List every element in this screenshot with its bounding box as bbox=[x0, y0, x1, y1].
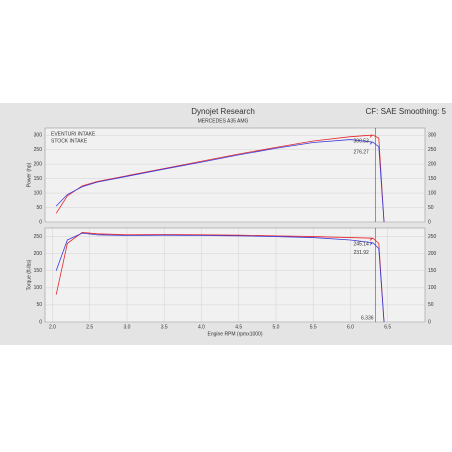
y-tick-label: 0 bbox=[39, 319, 42, 325]
series-line bbox=[55, 139, 385, 223]
x-tick-label: 3.0 bbox=[123, 324, 130, 330]
legend-label: EVENTURI INTAKE bbox=[51, 131, 96, 137]
y2-tick-label: 0 bbox=[428, 319, 431, 325]
y2-tick-label: 0 bbox=[428, 219, 431, 225]
y2-tick-label: 50 bbox=[428, 302, 434, 308]
x-tick-label: 2.5 bbox=[86, 324, 93, 330]
y-axis-label: Torque (ft-lbs) bbox=[26, 259, 32, 290]
y2-tick-label: 250 bbox=[428, 147, 437, 153]
chart-title: Dynojet Research bbox=[191, 107, 255, 116]
y2-tick-label: 50 bbox=[428, 205, 434, 211]
annotation-marker bbox=[369, 135, 373, 139]
marker-label: 6.336 bbox=[361, 315, 374, 321]
y-tick-label: 200 bbox=[34, 251, 43, 257]
y-axis-label: Power (hp) bbox=[26, 162, 32, 187]
annotation-marker bbox=[369, 242, 373, 246]
y-tick-label: 100 bbox=[34, 190, 43, 196]
y-tick-label: 0 bbox=[39, 219, 42, 225]
chart-subtitle: MERCEDES A35 AMG bbox=[198, 118, 249, 124]
annotation-marker bbox=[369, 142, 373, 146]
y2-tick-label: 200 bbox=[428, 251, 437, 257]
annotation-label: 245.14 bbox=[354, 242, 370, 248]
series-line bbox=[55, 232, 385, 323]
x-tick-label: 6.5 bbox=[384, 324, 391, 330]
y-tick-label: 50 bbox=[36, 302, 42, 308]
annotation-label: 276.27 bbox=[354, 149, 370, 155]
y2-tick-label: 100 bbox=[428, 285, 437, 291]
x-tick-label: 4.0 bbox=[198, 324, 205, 330]
x-tick-label: 3.5 bbox=[161, 324, 168, 330]
y2-tick-label: 150 bbox=[428, 268, 437, 274]
x-tick-label: 5.0 bbox=[273, 324, 280, 330]
y2-tick-label: 250 bbox=[428, 234, 437, 240]
y-tick-label: 50 bbox=[36, 205, 42, 211]
legend-label: STOCK INTAKE bbox=[51, 138, 88, 144]
annotation-label: 231.92 bbox=[354, 250, 370, 256]
y-tick-label: 250 bbox=[34, 147, 43, 153]
x-tick-label: 2.0 bbox=[49, 324, 56, 330]
y2-tick-label: 300 bbox=[428, 133, 437, 139]
series-line bbox=[55, 232, 385, 323]
settings: CF: SAE Smoothing: 5 bbox=[366, 107, 447, 116]
y-tick-label: 200 bbox=[34, 161, 43, 167]
plot-area bbox=[44, 227, 426, 323]
x-tick-label: 5.5 bbox=[310, 324, 317, 330]
y2-tick-label: 100 bbox=[428, 190, 437, 196]
y-tick-label: 150 bbox=[34, 176, 43, 182]
plot-area bbox=[44, 127, 426, 223]
y-tick-label: 250 bbox=[34, 234, 43, 240]
x-axis-label: Engine RPM (rpmx1000) bbox=[207, 331, 262, 337]
series-line bbox=[55, 134, 385, 223]
annotation-marker bbox=[369, 238, 373, 242]
x-tick-label: 6.0 bbox=[347, 324, 354, 330]
y-tick-label: 300 bbox=[34, 133, 43, 139]
y2-tick-label: 200 bbox=[428, 161, 437, 167]
y2-tick-label: 150 bbox=[428, 176, 437, 182]
annotation-label: 300.53 bbox=[354, 138, 370, 144]
x-tick-label: 4.5 bbox=[235, 324, 242, 330]
y-tick-label: 100 bbox=[34, 285, 43, 291]
y-tick-label: 150 bbox=[34, 268, 43, 274]
